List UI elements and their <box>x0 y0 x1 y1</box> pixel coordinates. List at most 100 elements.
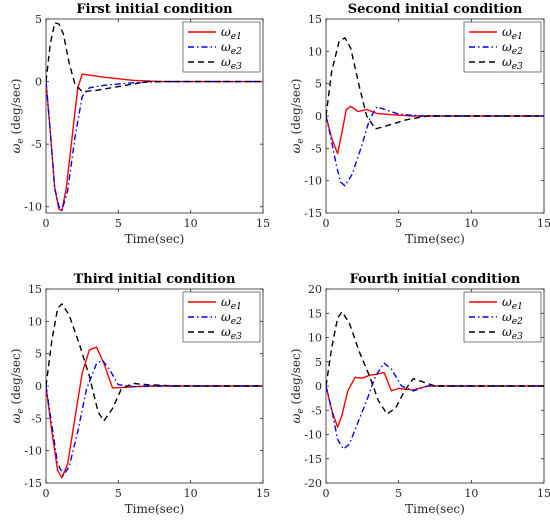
y-axis-label-subscript: e <box>296 138 306 143</box>
legend-label-e1: ωe1 <box>221 25 242 42</box>
series-line-e3 <box>46 22 263 93</box>
y-tick-label: 10 <box>308 45 322 58</box>
series-line-e2 <box>326 106 544 187</box>
legend-label-e1: ωe1 <box>502 25 523 42</box>
y-axis-label-unit: (deg/sec) <box>289 349 303 409</box>
legend-label-e2: ωe2 <box>502 310 523 327</box>
chart-panel-3: 0 5 10 15 -15 -10 -5 0 5 10 15 Third initial condit… <box>9 272 270 516</box>
y-axis-label-unit: (deg/sec) <box>9 349 23 409</box>
x-tick-label: 0 <box>43 217 50 230</box>
legend-label-e3: ωe3 <box>502 55 523 72</box>
x-tick-label: 15 <box>256 217 270 230</box>
y-axis-label-symbol: ω <box>289 413 303 423</box>
x-axis-label: Time(sec) <box>405 232 465 246</box>
series-group <box>326 37 544 187</box>
y-tick-label: -15 <box>304 207 322 220</box>
x-tick-label: 5 <box>395 487 402 500</box>
y-axis-label-subscript: e <box>16 408 26 413</box>
series-line-e3 <box>326 37 544 130</box>
legend-box <box>182 291 261 343</box>
x-tick-label: 0 <box>323 217 330 230</box>
y-tick-label: -10 <box>24 445 42 458</box>
y-tick-label: -20 <box>304 477 322 490</box>
y-axis-label: ωe (deg/sec) <box>9 79 26 154</box>
series-line-e2 <box>46 359 263 476</box>
y-tick-label: -5 <box>31 412 42 425</box>
y-axis-label: ωe (deg/sec) <box>9 349 26 424</box>
y-tick-label: 0 <box>315 110 322 123</box>
x-tick-label: 0 <box>323 487 330 500</box>
x-tick-label: 10 <box>464 217 478 230</box>
y-tick-label: -15 <box>24 477 42 490</box>
series-line-e2 <box>326 362 544 450</box>
y-axis-label-unit: (deg/sec) <box>9 79 23 139</box>
x-axis-label: Time(sec) <box>125 232 185 246</box>
legend-label-e2: ωe2 <box>221 310 242 327</box>
x-tick-label: 5 <box>115 217 122 230</box>
chart-title: Second initial condition <box>348 2 523 17</box>
y-tick-label: 15 <box>28 283 42 296</box>
y-tick-label: -10 <box>304 175 322 188</box>
y-tick-label: -10 <box>24 201 42 214</box>
legend-label-e3: ωe3 <box>502 325 523 342</box>
y-tick-label: -15 <box>304 453 322 466</box>
y-tick-label: 0 <box>35 76 42 89</box>
legend-box <box>182 21 261 73</box>
x-axis-label: Time(sec) <box>405 502 465 516</box>
chart-title: Fourth initial condition <box>350 272 521 287</box>
x-axis-label: Time(sec) <box>125 502 185 516</box>
y-tick-label: 5 <box>315 356 322 369</box>
legend-box <box>463 291 542 343</box>
series-line-e3 <box>46 303 263 422</box>
chart-title: First initial condition <box>76 2 233 17</box>
y-axis-label-subscript: e <box>16 138 26 143</box>
y-tick-label: -5 <box>311 404 322 417</box>
legend-label-e3: ωe3 <box>221 55 242 72</box>
y-axis-label: ωe (deg/sec) <box>289 79 306 154</box>
series-line-e3 <box>326 311 544 415</box>
legend-label-e3: ωe3 <box>221 325 242 342</box>
y-tick-label: -10 <box>304 429 322 442</box>
y-tick-label: 15 <box>308 13 322 26</box>
legend-label-e2: ωe2 <box>221 40 242 57</box>
series-group <box>46 22 263 212</box>
y-axis-label-symbol: ω <box>289 143 303 153</box>
y-tick-label: 5 <box>35 13 42 26</box>
series-group <box>326 311 544 450</box>
x-tick-label: 15 <box>256 487 270 500</box>
y-axis-label-symbol: ω <box>9 143 23 153</box>
series-line-e2 <box>46 80 263 212</box>
x-tick-label: 10 <box>184 217 198 230</box>
series-group <box>46 303 263 479</box>
x-tick-label: 5 <box>115 487 122 500</box>
chart-panel-1: 0 5 10 15 -10 -5 0 5 First initial condition Time… <box>9 2 270 246</box>
x-tick-label: 15 <box>537 487 550 500</box>
y-tick-label: 0 <box>315 380 322 393</box>
y-tick-label: 5 <box>35 348 42 361</box>
legend-box <box>463 21 542 73</box>
x-tick-label: 0 <box>43 487 50 500</box>
x-tick-label: 15 <box>537 217 550 230</box>
y-tick-label: 10 <box>308 332 322 345</box>
y-axis-label-subscript: e <box>296 408 306 413</box>
series-line-e1 <box>326 105 544 155</box>
x-tick-label: 10 <box>464 487 478 500</box>
y-tick-label: -5 <box>311 142 322 155</box>
y-tick-label: 10 <box>28 315 42 328</box>
chart-title: Third initial condition <box>74 272 236 287</box>
legend-label-e1: ωe1 <box>221 295 242 312</box>
y-tick-label: 5 <box>315 78 322 91</box>
y-axis-label: ωe (deg/sec) <box>289 349 306 424</box>
x-tick-label: 5 <box>395 217 402 230</box>
y-axis-label-symbol: ω <box>9 413 23 423</box>
x-tick-label: 10 <box>184 487 198 500</box>
series-line-e1 <box>46 73 263 212</box>
legend-label-e1: ωe1 <box>502 295 523 312</box>
series-line-e1 <box>46 346 263 479</box>
chart-panel-4: 0 5 10 15 -20 -15 -10 -5 0 5 10 15 20 Fourth initial … <box>289 272 550 516</box>
